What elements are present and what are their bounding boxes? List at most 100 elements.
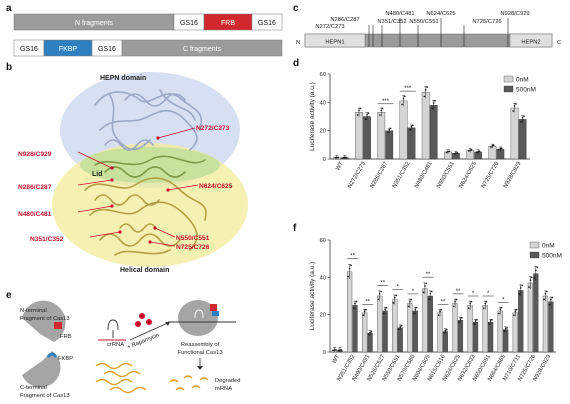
replicate-point [520, 120, 522, 123]
replicate-point [454, 300, 456, 303]
replicate-point [382, 312, 385, 315]
bar-0nM [377, 295, 383, 353]
gs16-label-2: GS16 [258, 20, 276, 27]
replicate-point [352, 307, 355, 309]
replicate-point [424, 285, 426, 287]
bar-0nM [347, 271, 353, 353]
replicate-point [407, 305, 410, 308]
replicate-point [515, 308, 518, 311]
c-fragment-caption-2: Fragment of Cas13 [20, 393, 70, 399]
split-label-n351: N351/C352 [30, 236, 64, 243]
bar-500nM [352, 305, 358, 353]
panel-b-letter: b [6, 62, 12, 73]
replicate-point [536, 266, 539, 269]
replicate-point [340, 349, 343, 351]
replicate-point [409, 300, 411, 303]
significance-label: * [412, 289, 415, 295]
replicate-point [345, 156, 348, 159]
significance-label: ** [365, 299, 370, 305]
x-tick-label: WT [335, 161, 345, 172]
significance-label: ** [456, 289, 461, 295]
significance-label: * [502, 297, 505, 303]
replicate-point [513, 105, 516, 107]
replicate-point [335, 349, 337, 351]
bar-500nM [363, 116, 371, 160]
replicate-point [503, 330, 506, 332]
replicate-point [381, 107, 384, 110]
replicate-point [348, 267, 351, 270]
replicate-point [334, 156, 337, 159]
x-tick-label: N624/C625 [458, 161, 478, 189]
replicate-point [393, 296, 396, 299]
x-tick-label: N480/C481 [414, 161, 434, 189]
bar-500nM [533, 273, 539, 353]
replicate-point [364, 118, 367, 120]
panel-d-letter: d [293, 58, 299, 69]
bar-500nM [385, 130, 394, 160]
x-tick-label: N286/C287 [369, 161, 389, 189]
split-site-dot [110, 166, 114, 170]
legend-label: 0nM [516, 77, 529, 84]
frb-tag [54, 322, 62, 329]
bar-0nM [542, 295, 549, 353]
replicate-point [455, 298, 458, 301]
y-tick-label: 40 [320, 100, 326, 106]
construct-c-fragment: GS16 FKBP GS16 C fragments [13, 39, 283, 57]
replicate-point [337, 349, 340, 352]
intact-mrna [95, 362, 147, 394]
replicate-point [488, 323, 491, 325]
reassembly-caption-2: Functional Cas13 [177, 350, 222, 356]
arrowhead [165, 322, 170, 326]
y-tick-label: 0 [323, 157, 326, 163]
replicate-point [387, 131, 389, 134]
bar-0nM [512, 312, 518, 353]
bar-500nM [518, 290, 524, 353]
frb-tag-label: FRB [60, 334, 72, 340]
domain-map: N C HEPN1 HEPN2 N480/C481 N624/C625 N928… [296, 11, 561, 48]
replicate-point [422, 291, 425, 294]
replicate-point [426, 86, 428, 88]
crrna-hairpin [107, 319, 119, 338]
significance-label: *** [382, 99, 390, 105]
fkbp-tag [46, 352, 58, 358]
c-fragments-label: C fragments [183, 46, 222, 53]
fkbp-label: FKBP [59, 46, 78, 53]
x-tick-label: N928/C929 [503, 161, 523, 189]
replicate-point [461, 316, 463, 319]
n-fragment-shape [22, 300, 66, 342]
replicate-point [515, 103, 517, 105]
degraded-mrna [169, 375, 209, 391]
replicate-point [350, 264, 352, 267]
arrowhead-down [197, 366, 203, 370]
rapamycin-dot [139, 313, 145, 319]
legend-label: 0nM [542, 243, 555, 250]
replicate-point [440, 308, 443, 311]
significance-label: *** [404, 86, 412, 92]
replicate-point [347, 275, 349, 278]
bar-500nM [457, 320, 464, 353]
replicate-point [458, 321, 460, 323]
replicate-point [519, 287, 522, 289]
site-label-n624: N624/C625 [426, 11, 455, 17]
replicate-point [543, 298, 545, 301]
helical-ribbon [84, 177, 207, 256]
bar-0nM [497, 310, 503, 353]
significance-label: ** [350, 253, 355, 259]
replicate-point [379, 114, 381, 116]
split-label-n286: N286/C287 [18, 184, 52, 191]
x-tick-label: N351/C352 [392, 161, 412, 189]
replicate-point [482, 307, 485, 309]
split-site-ticks [368, 18, 509, 47]
replicate-point [404, 95, 406, 98]
lid-label: Lid [92, 171, 103, 178]
cas13-structure [52, 72, 248, 267]
bar-0nM [422, 288, 428, 353]
degraded-caption-2: mRNA [215, 386, 232, 392]
panel-e-letter: e [6, 290, 12, 301]
replicate-point [491, 144, 494, 147]
bound-crrna [194, 309, 204, 319]
split-site-dot [166, 188, 170, 192]
frb-label: FRB [221, 20, 235, 27]
significance-label: ** [380, 281, 385, 287]
replicate-point [399, 325, 402, 328]
